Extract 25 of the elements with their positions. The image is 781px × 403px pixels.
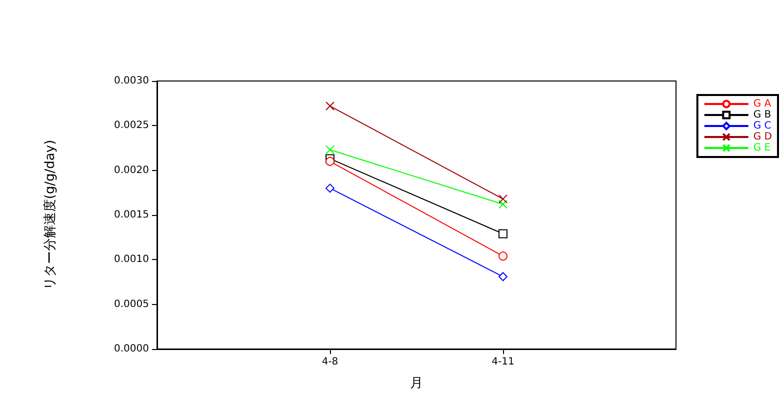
- point: [498, 200, 508, 209]
- y-tick-label: 0.0005: [114, 298, 149, 310]
- x-tick-label: 4-11: [492, 356, 514, 368]
- legend-label: G E: [753, 142, 771, 154]
- point: [498, 194, 508, 204]
- point: [326, 102, 334, 111]
- legend-label: G D: [753, 132, 772, 142]
- y-tick-label: 0.0020: [114, 164, 149, 176]
- y-tick-label: 0.0015: [114, 210, 149, 220]
- legend-label: G A: [753, 98, 772, 110]
- x-axis-title: 月: [410, 376, 423, 391]
- legend-label: G B: [753, 110, 772, 120]
- legend-label: G C: [753, 120, 772, 132]
- y-tick-label: 0.0025: [114, 120, 149, 132]
- y-tick-label: 0.0000: [114, 344, 149, 354]
- y-axis-title: リター分解速度(g/g/day): [42, 140, 58, 290]
- point: [498, 229, 508, 238]
- x-tick-label: 4-8: [322, 356, 338, 368]
- point: [326, 145, 334, 154]
- y-tick-label: 0.0010: [114, 254, 149, 266]
- point: [326, 156, 334, 166]
- point: [498, 272, 508, 282]
- y-tick-label: 0.0030: [114, 76, 149, 86]
- point: [326, 184, 334, 193]
- point: [498, 252, 508, 261]
